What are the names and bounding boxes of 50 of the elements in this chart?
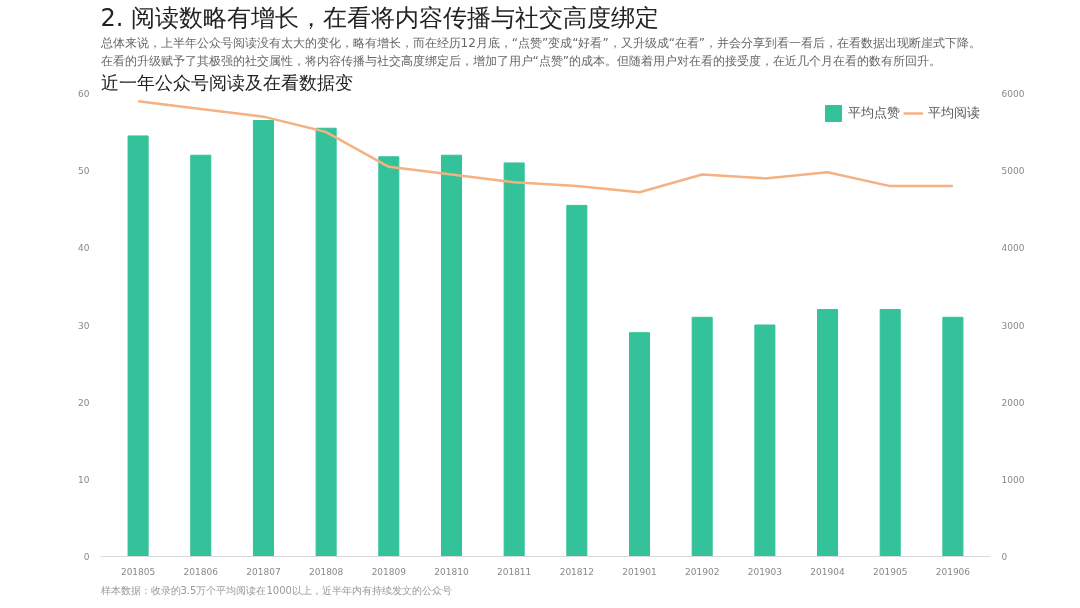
bar [378, 156, 400, 557]
bar [754, 324, 776, 557]
y-tick-label: 10 [78, 474, 90, 485]
y-tick-label: 20 [78, 397, 90, 408]
y2-tick-label: 6000 [1001, 89, 1025, 99]
bar [628, 332, 651, 557]
y-tick-label: 0 [83, 552, 90, 562]
x-tick-label: 201902 [685, 566, 720, 577]
bar [566, 204, 588, 557]
bar [503, 162, 525, 557]
bar [879, 309, 901, 557]
x-tick-label: 201906 [935, 566, 971, 577]
y2-tick-label: 1000 [1001, 474, 1025, 485]
y-tick-label: 60 [78, 89, 90, 99]
x-tick-label: 201901 [622, 566, 657, 577]
x-tick-label: 201903 [747, 566, 783, 577]
bar [190, 154, 212, 557]
bar [817, 309, 839, 557]
line-series [136, 99, 955, 194]
text: 总体来说，上半年公众号阅读没有太大的变化，略有增长，而在经历12月底，“点赞”变成“好看”，又升级成“在看”，并会分享到看一看后，在看数据出现断崖式下降。 [99, 35, 982, 50]
bar [440, 154, 463, 557]
x-tick-label: 201809 [371, 566, 407, 577]
bar [315, 127, 337, 557]
text: 在看的升级赋予了其极强的社交属性，将内容传播与社交高度绑定后，增加了用户“点赞”的成本。但随着用户对在看的接受度，在近几个月在看的数有所回升。 [100, 53, 941, 68]
x-tick-label: 201805 [120, 566, 156, 577]
chart-subtitle: 近一年公众号阅读及在看数据变 [100, 71, 353, 93]
y-tick-label: 50 [78, 166, 90, 177]
legend-label: 平均阅读 [928, 104, 980, 122]
chart-title: 2. 阅读数略有增长，在看将内容传播与社交高度绑定 [100, 3, 660, 32]
x-tick-label: 201811 [496, 566, 532, 577]
text: 样本数据：收录的3.5万个平均阅读在1000以上，近半年内有持续发文的公众号 [100, 584, 452, 596]
y2-tick-label: 0 [1001, 552, 1008, 562]
x-tick-label: 201810 [434, 566, 469, 577]
x-tick-label: 201807 [246, 566, 281, 577]
legend-label: 平均点赞 [848, 104, 900, 122]
bar [942, 316, 964, 557]
x-tick-label: 201808 [308, 566, 344, 577]
y-tick-label: 40 [78, 243, 90, 254]
bar [691, 316, 713, 557]
x-tick-label: 201812 [559, 566, 595, 577]
x-tick-label: 201904 [810, 566, 845, 577]
y2-tick-label: 5000 [1001, 166, 1025, 177]
y2-tick-label: 3000 [1001, 320, 1025, 331]
y2-tick-label: 4000 [1001, 243, 1025, 254]
y-tick-label: 30 [78, 320, 90, 331]
x-tick-label: 201905 [873, 566, 908, 577]
x-tick-label: 201806 [183, 566, 219, 577]
y2-tick-label: 2000 [1001, 397, 1025, 408]
bar [252, 120, 274, 557]
bar [127, 135, 149, 557]
